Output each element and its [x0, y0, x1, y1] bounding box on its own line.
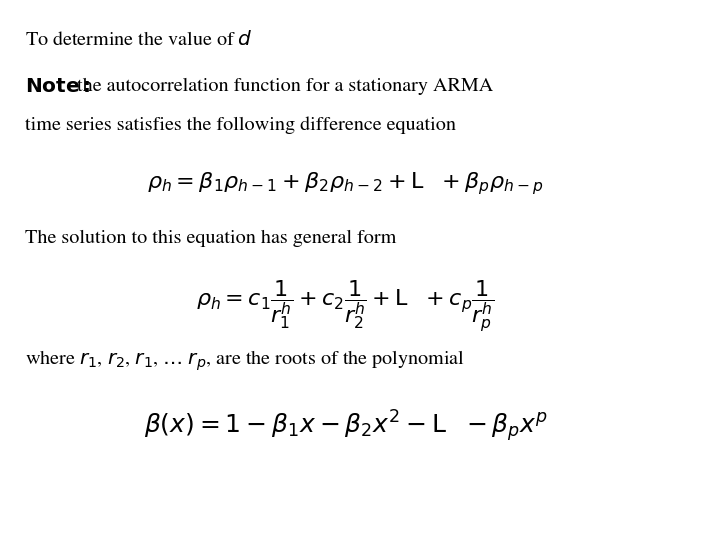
Text: To determine the value of $d$: To determine the value of $d$: [25, 30, 253, 49]
Text: $\rho_h = \beta_1\rho_{h-1} + \beta_2\rho_{h-2} +\mathrm{L}\ \ + \beta_p\rho_{h-: $\rho_h = \beta_1\rho_{h-1} + \beta_2\rh…: [148, 170, 544, 197]
Text: $\beta(x) = 1 - \beta_1 x - \beta_2 x^2 -\mathrm{L}\ \ - \beta_p x^p$: $\beta(x) = 1 - \beta_1 x - \beta_2 x^2 …: [143, 408, 548, 443]
Text: the autocorrelation function for a stationary ARMA: the autocorrelation function for a stati…: [77, 78, 493, 96]
Text: time series satisfies the following difference equation: time series satisfies the following diff…: [25, 116, 456, 134]
Text: $\mathbf{Note:}$: $\mathbf{Note:}$: [25, 78, 91, 96]
Text: where $r_1$, $r_2$, $r_1$, $\ldots$ $r_p$, are the roots of the polynomial: where $r_1$, $r_2$, $r_1$, $\ldots$ $r_p…: [25, 348, 465, 373]
Text: $\rho_h = c_1\dfrac{1}{r_1^h} + c_2\dfrac{1}{r_2^h} +\mathrm{L}\ \ + c_p\dfrac{1: $\rho_h = c_1\dfrac{1}{r_1^h} + c_2\dfra…: [197, 278, 495, 334]
Text: The solution to this equation has general form: The solution to this equation has genera…: [25, 230, 397, 247]
